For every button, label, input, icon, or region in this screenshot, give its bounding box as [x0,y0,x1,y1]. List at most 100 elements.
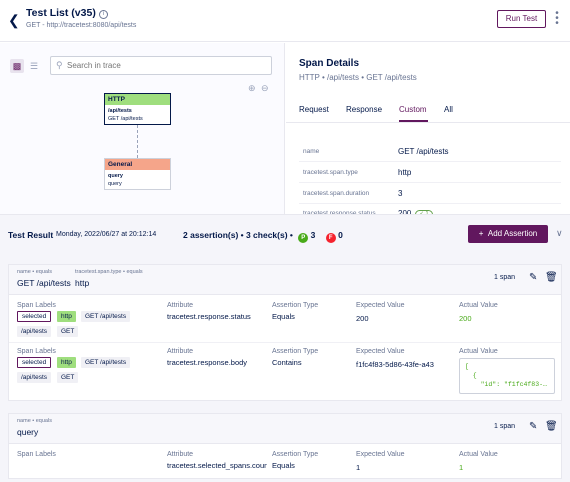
tab-response[interactable]: Response [346,105,383,114]
pass-badge: P [298,233,309,243]
span-node-http[interactable]: HTTP /api/tests GET /api/tests [104,93,171,125]
span-details-subtitle: HTTP • /api/tests • GET /api/tests [299,73,417,82]
check-actual: 1 [459,463,464,472]
info-icon[interactable]: i [98,10,108,19]
pass-count: 3 [310,230,316,240]
actual-value-heading: Actual Value [459,302,498,309]
assertion-type-heading: Assertion Type [272,451,319,458]
check-count-badge: ✓ 1 [415,210,433,214]
run-test-button[interactable]: Run Test [497,10,546,28]
assertion-type-heading: Assertion Type [272,302,319,309]
attribute-value[interactable]: 3 [398,189,403,198]
span-label-chip: selected [17,311,52,322]
span-labels-heading: Span Labels [17,302,56,309]
assertion-card-header: name • equals query 1 span ✎ 🗑 [9,414,561,444]
trace-search[interactable]: ⚲ [50,56,272,75]
plus-icon: + [478,229,488,238]
attribute-heading: Attribute [167,451,194,458]
span-label-chip: /api/tests [17,326,52,337]
span-node-general[interactable]: General query query [104,158,171,190]
attribute-key: tracetest.span.type [303,169,358,176]
check-divider [9,342,561,343]
check-type: Equals [272,461,295,470]
check-expected: 1 [356,463,361,472]
span-label-chip: selected [17,357,52,368]
check-attribute: tracetest.response.status [167,312,251,321]
edit-icon[interactable]: ✎ [529,272,538,283]
span-count: 1 span [494,423,516,430]
span-label-chip: http [57,311,76,322]
test-result-title: Test Result [8,230,54,240]
check-expected: f1fc4f83-5d86-43fe-a43 [356,360,434,369]
span-label-chip: /api/tests [17,372,52,383]
span-details-panel: Span Details HTTP • /api/tests • GET /ap… [286,43,570,214]
span-labels-heading: Span Labels [17,451,56,458]
search-icon: ⚲ [56,60,63,70]
diagram-view-icon[interactable]: ▩ [10,59,24,73]
attribute-value[interactable]: GET /api/tests [398,147,449,156]
attribute-divider [299,161,561,162]
selector-label: tracetest.span.type • equals [75,269,143,275]
page-header: ❮ Test List (v35) i GET - http://tracetes… [0,0,570,42]
assertion-card: name • equals GET /api/tests tracetest.s… [8,264,562,401]
span-node-line: GET /api/tests [108,116,143,122]
collapse-icon[interactable]: ∨ [556,228,563,238]
page-title: Test List (v35) i [26,7,108,19]
selector-label: name • equals [17,418,52,424]
attribute-heading: Attribute [167,302,194,309]
check-actual-json: [ { "id": "f1fc4f83-… [459,358,555,394]
span-node-line: query [108,181,122,187]
zoom-in-icon[interactable]: ⊕ [248,83,256,93]
actual-value-heading: Actual Value [459,451,498,458]
timeline-view-icon[interactable]: ☰ [29,61,39,71]
span-label-chip: http [57,357,76,368]
back-arrow-icon[interactable]: ❮ [8,12,20,28]
add-assertion-button[interactable]: + Add Assertion [468,225,548,243]
span-node-title: General [105,159,170,170]
check-actual: 200 [459,314,472,323]
actual-value-heading: Actual Value [459,348,498,355]
span-node-line: query [108,173,123,179]
check-attribute: tracetest.response.body [167,358,248,367]
page-subtitle: GET - http://tracetest:8080/api/tests [26,22,137,29]
more-options-icon[interactable]: • • • [555,8,559,29]
delete-icon[interactable]: 🗑 [545,421,558,432]
check-type: Equals [272,312,295,321]
assertion-card-header: name • equals GET /api/tests tracetest.s… [9,265,561,295]
expected-value-heading: Expected Value [356,348,405,355]
assertions-list: name • equals GET /api/tests tracetest.s… [0,254,570,482]
attribute-divider [299,182,561,183]
fail-badge: F [325,233,336,243]
fail-count: 0 [338,230,343,240]
assertion-type-heading: Assertion Type [272,348,319,355]
trace-search-input[interactable] [67,59,267,72]
selector-value: http [75,278,90,288]
attribute-value[interactable]: 200 ✓ 1 [398,209,433,214]
span-details-title: Span Details [299,58,360,69]
tab-request[interactable]: Request [299,105,329,114]
expected-value-heading: Expected Value [356,302,405,309]
attribute-value[interactable]: http [398,168,412,177]
span-label-chip: GET /api/tests [81,311,131,322]
test-result-summary: 2 assertion(s) • 3 check(s) • P 3 F 0 [183,230,343,243]
check-attribute: tracetest.selected_spans.count [167,461,267,470]
attribute-heading: Attribute [167,348,194,355]
zoom-out-icon[interactable]: ⊖ [261,83,269,93]
delete-icon[interactable]: 🗑 [545,272,558,283]
selector-value: query [17,427,39,437]
span-labels-heading: Span Labels [17,348,56,355]
expected-value-heading: Expected Value [356,451,405,458]
test-result-bar: Test Result Monday, 2022/06/27 at 20:12:… [0,214,570,254]
tab-all[interactable]: All [444,105,453,114]
span-node-title: HTTP [105,94,170,105]
span-label-chip: GET [57,372,79,383]
edit-icon[interactable]: ✎ [529,421,538,432]
attribute-divider [299,203,561,204]
span-edge [137,125,138,158]
check-type: Contains [272,358,302,367]
attribute-key: tracetest.span.duration [303,190,370,197]
span-label-chip: GET /api/tests [81,357,131,368]
selector-label: name • equals [17,269,52,275]
span-count: 1 span [494,274,516,281]
tab-custom[interactable]: Custom [399,105,427,114]
